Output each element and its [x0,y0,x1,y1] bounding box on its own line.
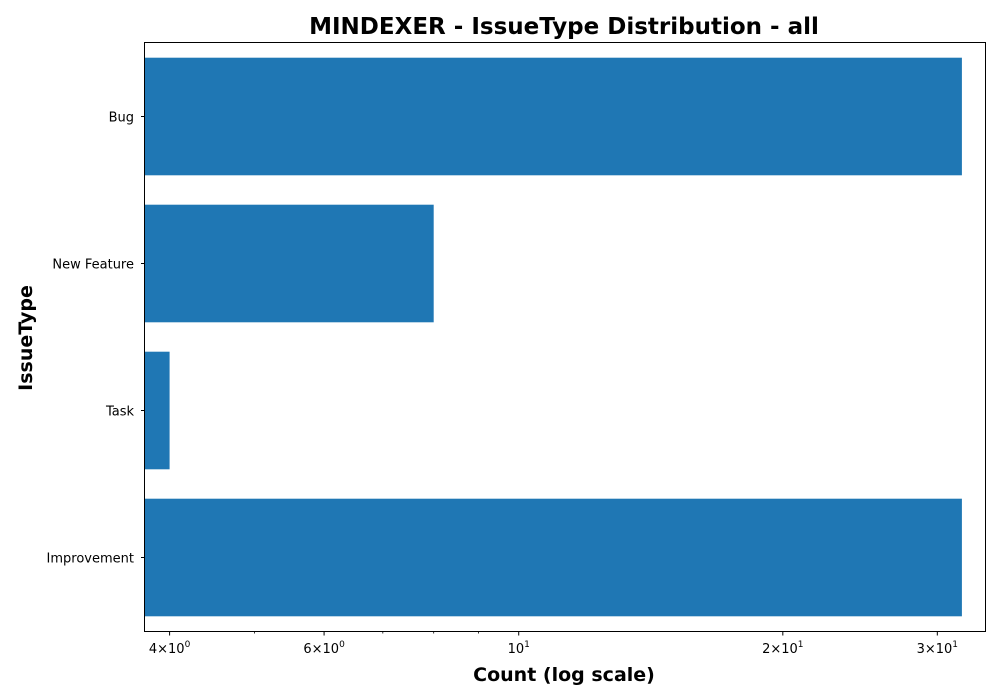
bar-bug [145,57,962,176]
bar-new-feature [145,204,434,323]
bars-layer [145,57,962,617]
y-ticks-layer: Bug New Feature Task Improvement [47,111,145,567]
x-axis-label: Count (log scale) [473,664,655,686]
x-tick-label: 2×101 [762,640,803,657]
x-tick-label: 3×101 [917,640,958,657]
y-tick-label: New Feature [52,258,134,273]
x-tick-label: 4×100 [149,640,191,657]
x-tick-label: 101 [508,640,530,657]
y-tick-label: Improvement [47,552,134,567]
x-tick-label: 6×100 [303,640,345,657]
y-tick-label: Bug [109,111,134,126]
bar-task [145,351,170,470]
chart-title: MINDEXER - IssueType Distribution - all [309,14,819,40]
y-tick-label: Task [105,405,135,420]
bar-improvement [145,498,962,617]
y-axis-label: IssueType [15,285,37,391]
plot-frame [144,42,986,632]
x-ticks-layer: 4×100 6×100 101 2×101 3×101 [149,631,958,657]
